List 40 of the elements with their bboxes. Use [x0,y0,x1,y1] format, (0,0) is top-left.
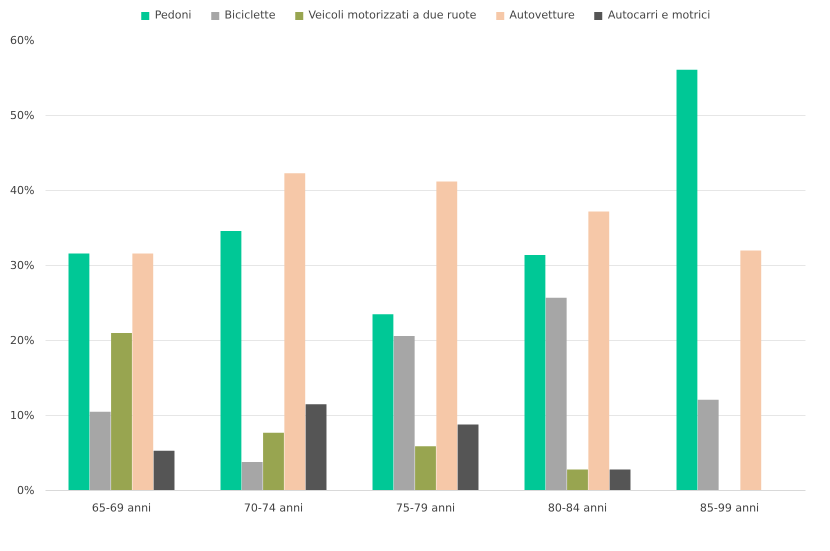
y-tick-label: 60% [10,34,35,47]
bar [415,446,436,490]
y-tick-label: 0% [17,484,34,497]
x-tick-label: 75-79 anni [396,502,456,514]
bar [263,432,284,490]
legend-label: Biciclette [224,8,276,22]
bar [740,250,762,490]
x-tick-label: 70-74 anni [244,502,304,514]
bar [132,254,154,490]
y-tick-label: 30% [10,259,35,272]
bar [458,424,478,490]
x-tick-label: 65-69 anni [92,502,152,514]
bar [68,254,90,490]
legend-label: Veicoli motorizzati a due ruote [308,8,476,22]
legend-label: Autocarri e motrici [608,8,710,22]
legend-label: Autovetture [509,8,575,22]
bar [220,231,242,490]
x-tick-label: 85-99 anni [700,502,760,514]
bar [242,462,263,490]
bar [90,412,111,490]
bar [524,255,546,490]
y-tick-label: 50% [10,109,35,122]
y-tick-label: 10% [10,409,35,422]
bar [306,404,326,490]
bar [546,298,567,490]
bar [284,173,306,490]
bar [154,450,174,490]
bar [111,333,132,490]
y-tick-label: 40% [10,184,35,197]
bar [676,70,698,490]
bar [588,212,610,490]
legend-label: Pedoni [154,8,192,22]
bar [394,336,415,490]
bar [610,470,630,490]
y-tick-label: 20% [10,334,35,347]
bar [698,400,719,490]
bar [436,182,458,490]
x-tick-label: 80-84 anni [548,502,608,514]
bar [372,314,394,490]
bar [567,470,588,490]
